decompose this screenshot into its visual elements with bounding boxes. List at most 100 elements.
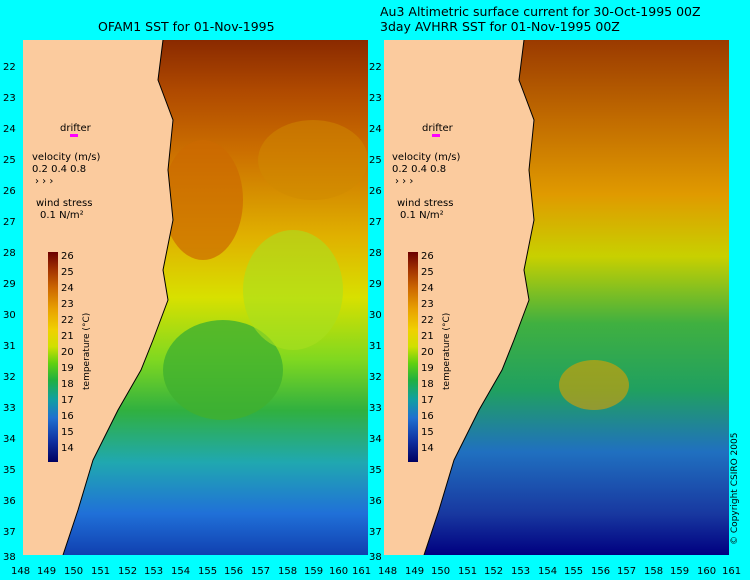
lat-label: 30 bbox=[3, 310, 16, 321]
lat-label: 28 bbox=[369, 248, 382, 259]
colorbar-tick: 25 bbox=[421, 267, 434, 278]
lon-label: 154 bbox=[171, 566, 191, 577]
lon-label: 156 bbox=[591, 566, 611, 577]
colorbar-unit-label: temperature (°C) bbox=[442, 312, 452, 390]
lon-label: 160 bbox=[697, 566, 717, 577]
lon-label: 155 bbox=[198, 566, 218, 577]
lat-label: 25 bbox=[3, 155, 16, 166]
drifter-label: drifter bbox=[60, 123, 91, 134]
lat-label: 34 bbox=[3, 434, 16, 445]
left-map-title: OFAM1 SST for 01-Nov-1995 bbox=[98, 19, 275, 34]
lon-label: 152 bbox=[118, 566, 138, 577]
lat-label: 37 bbox=[3, 527, 16, 538]
colorbar-tick: 18 bbox=[61, 379, 74, 390]
velocity-arrows-icon: › › › bbox=[395, 176, 414, 187]
colorbar-tick: 14 bbox=[421, 443, 434, 454]
lon-label: 161 bbox=[352, 566, 372, 577]
lon-label: 151 bbox=[91, 566, 111, 577]
colorbar-tick: 21 bbox=[421, 331, 434, 342]
lat-label: 31 bbox=[369, 341, 382, 352]
lat-label: 29 bbox=[369, 279, 382, 290]
colorbar-tick: 21 bbox=[61, 331, 74, 342]
lat-label: 33 bbox=[369, 403, 382, 414]
lon-label: 149 bbox=[37, 566, 57, 577]
colorbar-tick: 22 bbox=[421, 315, 434, 326]
wind-stress-value: 0.1 N/m² bbox=[400, 210, 444, 221]
left-sst-map bbox=[23, 40, 368, 555]
lat-label: 31 bbox=[3, 341, 16, 352]
lat-label: 25 bbox=[369, 155, 382, 166]
velocity-scale: 0.2 0.4 0.8 bbox=[32, 164, 87, 175]
drifter-label: drifter bbox=[422, 123, 453, 134]
lat-label: 24 bbox=[369, 124, 382, 135]
lon-label: 158 bbox=[644, 566, 664, 577]
lat-label: 35 bbox=[3, 465, 16, 476]
colorbar-tick: 17 bbox=[61, 395, 74, 406]
wind-stress-value: 0.1 N/m² bbox=[40, 210, 84, 221]
lat-label: 27 bbox=[3, 217, 16, 228]
colorbar-tick: 22 bbox=[61, 315, 74, 326]
colorbar-tick: 25 bbox=[61, 267, 74, 278]
velocity-scale: 0.2 0.4 0.8 bbox=[392, 164, 447, 175]
colorbar-scale bbox=[408, 252, 418, 462]
lat-label: 38 bbox=[369, 552, 382, 563]
lat-label: 26 bbox=[3, 186, 16, 197]
lat-label: 26 bbox=[369, 186, 382, 197]
lat-label: 34 bbox=[369, 434, 382, 445]
lon-label: 154 bbox=[538, 566, 558, 577]
lon-label: 150 bbox=[64, 566, 84, 577]
colorbar-tick: 20 bbox=[421, 347, 434, 358]
colorbar-tick: 24 bbox=[61, 283, 74, 294]
wind-stress-label: wind stress bbox=[36, 198, 93, 209]
colorbar-tick: 17 bbox=[421, 395, 434, 406]
lat-label: 22 bbox=[369, 62, 382, 73]
lon-label: 157 bbox=[617, 566, 637, 577]
lon-label: 151 bbox=[458, 566, 478, 577]
lat-label: 33 bbox=[3, 403, 16, 414]
velocity-label: velocity (m/s) bbox=[32, 152, 101, 163]
drifter-marker-icon bbox=[70, 134, 78, 137]
lon-label: 159 bbox=[670, 566, 690, 577]
colorbar-tick: 14 bbox=[61, 443, 74, 454]
colorbar-scale bbox=[48, 252, 58, 462]
lat-label: 32 bbox=[3, 372, 16, 383]
lat-label: 36 bbox=[3, 496, 16, 507]
lat-label: 38 bbox=[3, 552, 16, 563]
lon-label: 152 bbox=[484, 566, 504, 577]
right-map-title-line1: Au3 Altimetric surface current for 30-Oc… bbox=[380, 4, 701, 19]
lat-label: 23 bbox=[369, 93, 382, 104]
copyright-text: © Copyright CSIRO 2005 bbox=[730, 432, 740, 545]
lon-label: 160 bbox=[329, 566, 349, 577]
lon-label: 153 bbox=[144, 566, 164, 577]
lon-label: 156 bbox=[224, 566, 244, 577]
lon-label: 148 bbox=[378, 566, 398, 577]
lon-label: 157 bbox=[251, 566, 271, 577]
lat-label: 30 bbox=[369, 310, 382, 321]
lat-label: 36 bbox=[369, 496, 382, 507]
lat-label: 24 bbox=[3, 124, 16, 135]
colorbar-tick: 26 bbox=[421, 251, 434, 262]
colorbar-tick: 15 bbox=[421, 427, 434, 438]
lon-label: 153 bbox=[511, 566, 531, 577]
drifter-marker-icon bbox=[432, 134, 440, 137]
colorbar-unit-label: temperature (°C) bbox=[82, 312, 92, 390]
right-map-title-line2: 3day AVHRR SST for 01-Nov-1995 00Z bbox=[380, 19, 620, 34]
colorbar-tick: 23 bbox=[421, 299, 434, 310]
lon-label: 158 bbox=[278, 566, 298, 577]
colorbar-tick: 23 bbox=[61, 299, 74, 310]
lat-label: 35 bbox=[369, 465, 382, 476]
lat-label: 28 bbox=[3, 248, 16, 259]
lon-label: 159 bbox=[304, 566, 324, 577]
lat-label: 27 bbox=[369, 217, 382, 228]
velocity-label: velocity (m/s) bbox=[392, 152, 461, 163]
colorbar-tick: 15 bbox=[61, 427, 74, 438]
lat-label: 23 bbox=[3, 93, 16, 104]
lon-label: 150 bbox=[431, 566, 451, 577]
colorbar-tick: 24 bbox=[421, 283, 434, 294]
lon-label: 148 bbox=[11, 566, 31, 577]
lon-label: 149 bbox=[405, 566, 425, 577]
lon-label: 161 bbox=[722, 566, 742, 577]
lat-label: 37 bbox=[369, 527, 382, 538]
lat-label: 29 bbox=[3, 279, 16, 290]
lat-label: 22 bbox=[3, 62, 16, 73]
